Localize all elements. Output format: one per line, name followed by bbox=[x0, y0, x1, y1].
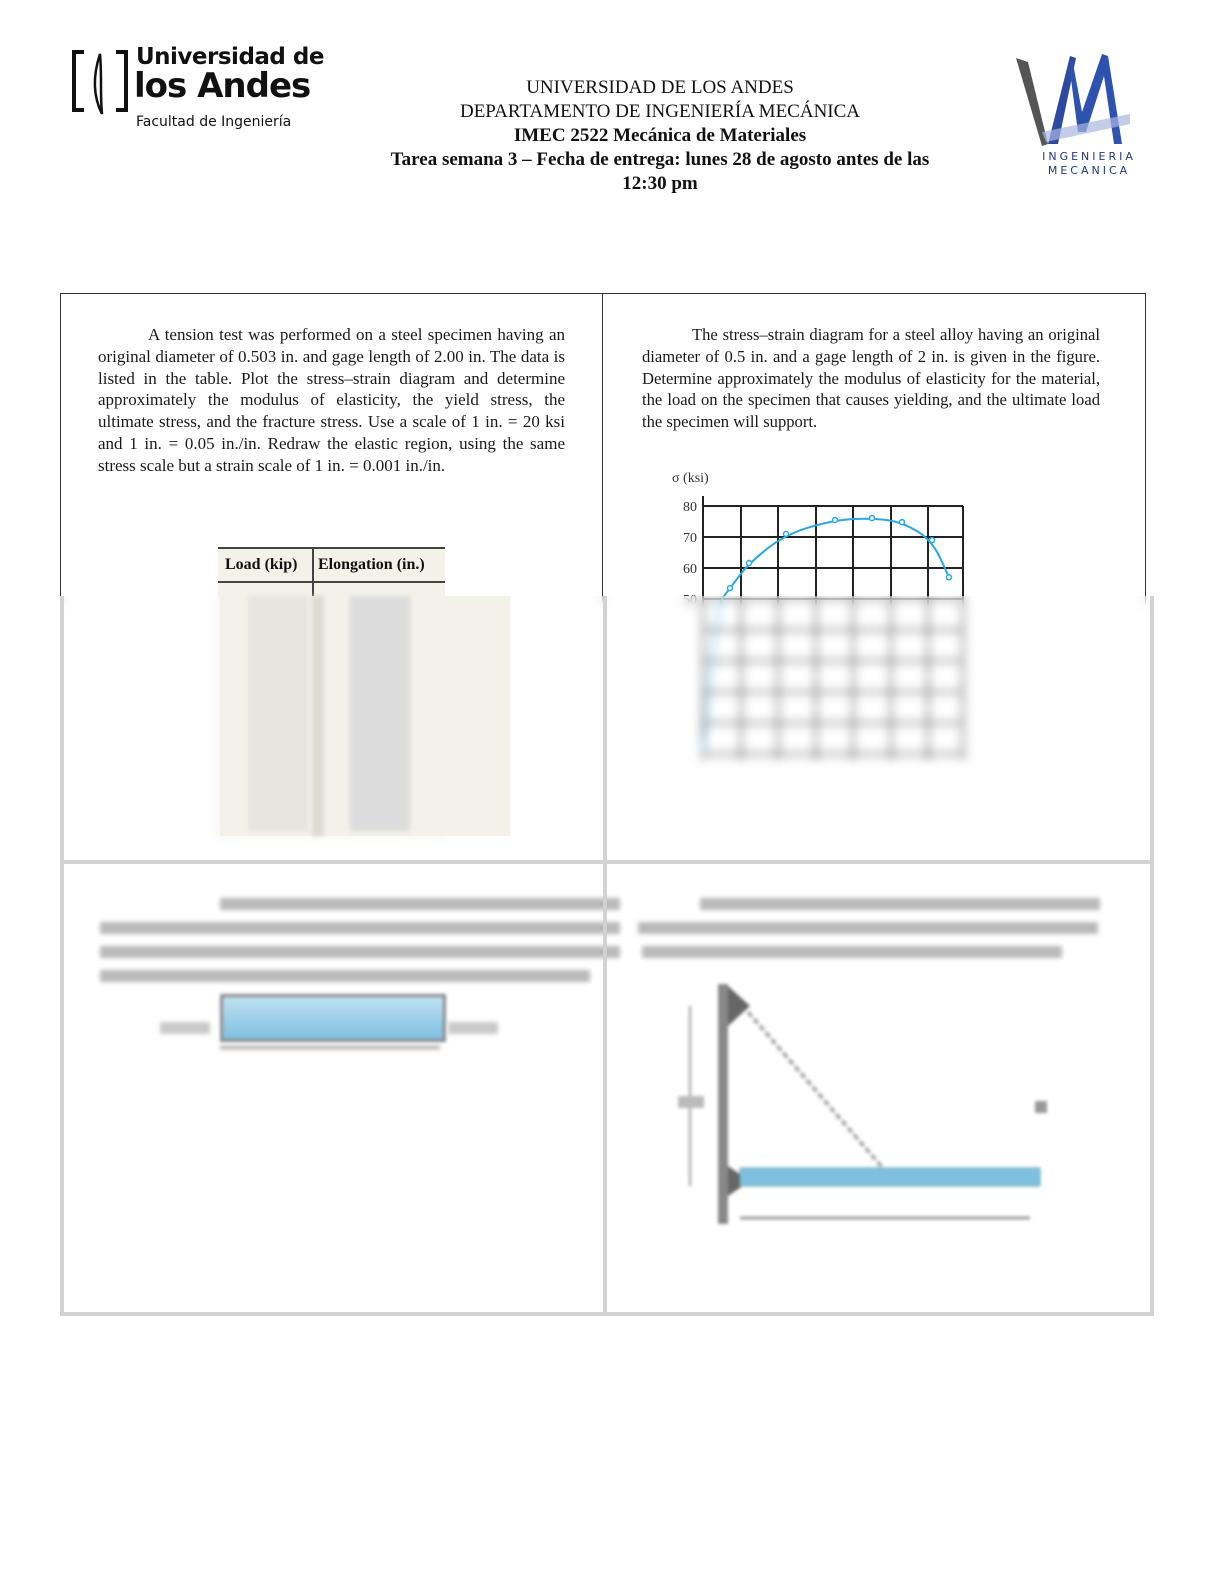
im-monogram-icon bbox=[1016, 54, 1130, 146]
logo-right-line-2: MECANICA bbox=[1047, 164, 1131, 177]
lower-table-frame bbox=[60, 596, 1154, 1316]
data-point bbox=[868, 514, 876, 522]
data-point bbox=[928, 536, 936, 544]
y-tick-label: 80 bbox=[683, 500, 697, 515]
column-divider bbox=[602, 293, 603, 603]
dimension-line bbox=[220, 1046, 440, 1049]
data-point bbox=[898, 518, 906, 526]
table-load-values bbox=[248, 596, 308, 831]
title-line-assignment: Tarea semana 3 – Fecha de entrega: lunes… bbox=[390, 149, 930, 170]
logo-line-1: Universidad de bbox=[136, 44, 324, 70]
title-line-university: UNIVERSIDAD DE LOS ANDES bbox=[526, 77, 794, 98]
logo-line-3: Facultad de Ingeniería bbox=[136, 114, 292, 130]
data-point bbox=[745, 559, 753, 567]
truss-figure bbox=[678, 984, 1047, 1224]
lower-column-divider bbox=[603, 596, 607, 1316]
problem-4-text-line bbox=[638, 922, 1098, 934]
specimen-bar-figure bbox=[220, 994, 446, 1042]
problem-2-text: The stress–strain diagram for a steel al… bbox=[642, 324, 1100, 433]
title-line-course: IMEC 2522 Mecánica de Materiales bbox=[513, 125, 807, 146]
problem-1-statement: A tension test was performed on a steel … bbox=[98, 325, 565, 475]
lower-row-divider bbox=[60, 860, 1152, 864]
table-separator bbox=[312, 596, 324, 836]
problems-table-frame bbox=[60, 293, 1146, 604]
dimension-label bbox=[160, 1022, 210, 1034]
problem-4-text-line bbox=[700, 898, 1100, 910]
logo-bracket-icon bbox=[72, 50, 128, 115]
ingenieria-mecanica-logo: INGENIERIA MECANICA bbox=[1012, 52, 1142, 182]
table-header: Load (kip) Elongation (in.) bbox=[218, 547, 445, 583]
logo-right-line-1: INGENIERIA bbox=[1042, 150, 1136, 163]
logo-line-2: los Andes bbox=[134, 66, 311, 106]
data-point bbox=[726, 584, 734, 592]
problem-1-text: A tension test was performed on a steel … bbox=[98, 324, 565, 477]
y-axis-label: σ (ksi) bbox=[672, 471, 709, 486]
dimension-label bbox=[448, 1022, 498, 1034]
problem-3-text-line bbox=[100, 922, 620, 934]
table-column-separator bbox=[312, 547, 314, 597]
problem-3-text-line bbox=[220, 898, 620, 910]
data-point bbox=[831, 516, 839, 524]
column-header-elongation: Elongation (in.) bbox=[318, 556, 425, 573]
problem-3-text-line bbox=[100, 946, 620, 958]
problem-2-statement: The stress–strain diagram for a steel al… bbox=[642, 325, 1100, 432]
title-line-department: DEPARTAMENTO DE INGENIERÍA MECÁNICA bbox=[459, 101, 861, 122]
table-elongation-values bbox=[350, 596, 410, 831]
universidad-de-los-andes-logo: Universidad de los Andes Facultad de Ing… bbox=[70, 44, 324, 144]
y-tick-label: 70 bbox=[683, 531, 697, 546]
title-line-deadline: 12:30 pm bbox=[622, 173, 698, 194]
y-tick-label: 60 bbox=[683, 562, 697, 577]
data-point bbox=[782, 530, 790, 538]
problem-3-text-line bbox=[100, 970, 590, 982]
problem-4-text-line bbox=[642, 946, 1062, 958]
column-header-load: Load (kip) bbox=[225, 556, 298, 573]
data-point bbox=[945, 574, 953, 581]
